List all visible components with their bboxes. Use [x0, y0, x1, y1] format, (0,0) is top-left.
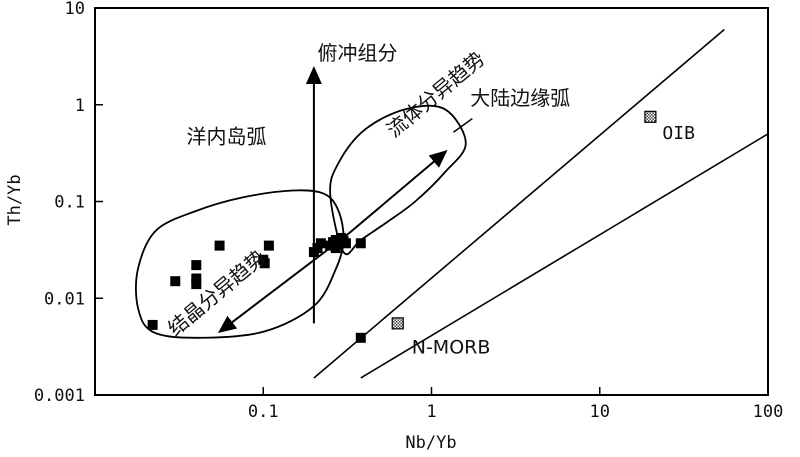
mantle-array-line-0 [313, 28, 725, 379]
axis-ticks: 0.1 1 10 100 0.001 0.01 0.1 1 10 [34, 0, 784, 422]
data-points [147, 110, 657, 343]
x-tick-label-3: 100 [753, 402, 784, 422]
data-point-1-0 [391, 317, 404, 330]
data-point-0-7 [259, 258, 270, 269]
arrow-crystal-trend [217, 244, 334, 334]
region-oceanic-arc [135, 189, 345, 339]
data-point-0-11 [315, 238, 326, 249]
annotation-4: 结晶分异趋势 [163, 245, 270, 341]
mantle-array-line-1 [360, 133, 769, 379]
data-point-0-19 [340, 238, 351, 249]
data-point-0-2 [191, 260, 202, 271]
region-continental-arc [329, 104, 467, 256]
y-axis-title: Th/Yb [5, 174, 25, 225]
data-point-0-1 [170, 276, 181, 287]
data-point-0-0 [147, 319, 158, 330]
y-tick-label-1: 0.01 [44, 289, 85, 309]
data-point-0-3 [191, 273, 202, 284]
data-point-0-21 [355, 332, 366, 343]
mantle-array-lines [313, 28, 769, 379]
y-tick-label-2: 0.1 [54, 193, 85, 213]
data-point-1-1 [644, 110, 657, 123]
annotation-1: 洋内岛弧 [187, 124, 267, 148]
y-tick-label-3: 1 [75, 96, 85, 116]
data-point-0-20 [355, 238, 366, 249]
arrow-fluid-trend [337, 150, 448, 243]
reference-label-oib: OIB [662, 123, 695, 144]
x-axis-title: Nb/Yb [405, 433, 456, 453]
data-point-0-18 [330, 243, 341, 254]
x-tick-label-2: 10 [590, 402, 610, 422]
data-point-0-8 [263, 240, 274, 251]
reference-label-n-morb: N-MORB [412, 336, 491, 358]
trend-arrows [217, 65, 448, 334]
x-tick-label-1: 1 [426, 402, 436, 422]
regions [135, 104, 467, 339]
x-tick-label-0: 0.1 [248, 402, 279, 422]
y-tick-label-4: 10 [65, 0, 85, 19]
data-point-0-5 [214, 240, 225, 251]
data-point-0-4 [191, 279, 202, 290]
annotation-0: 俯冲组分 [317, 41, 397, 65]
y-tick-label-0: 0.001 [34, 386, 85, 406]
annotation-2: 大陆边缘弧 [470, 86, 570, 110]
annotation-leader-continental-arc [452, 117, 473, 133]
